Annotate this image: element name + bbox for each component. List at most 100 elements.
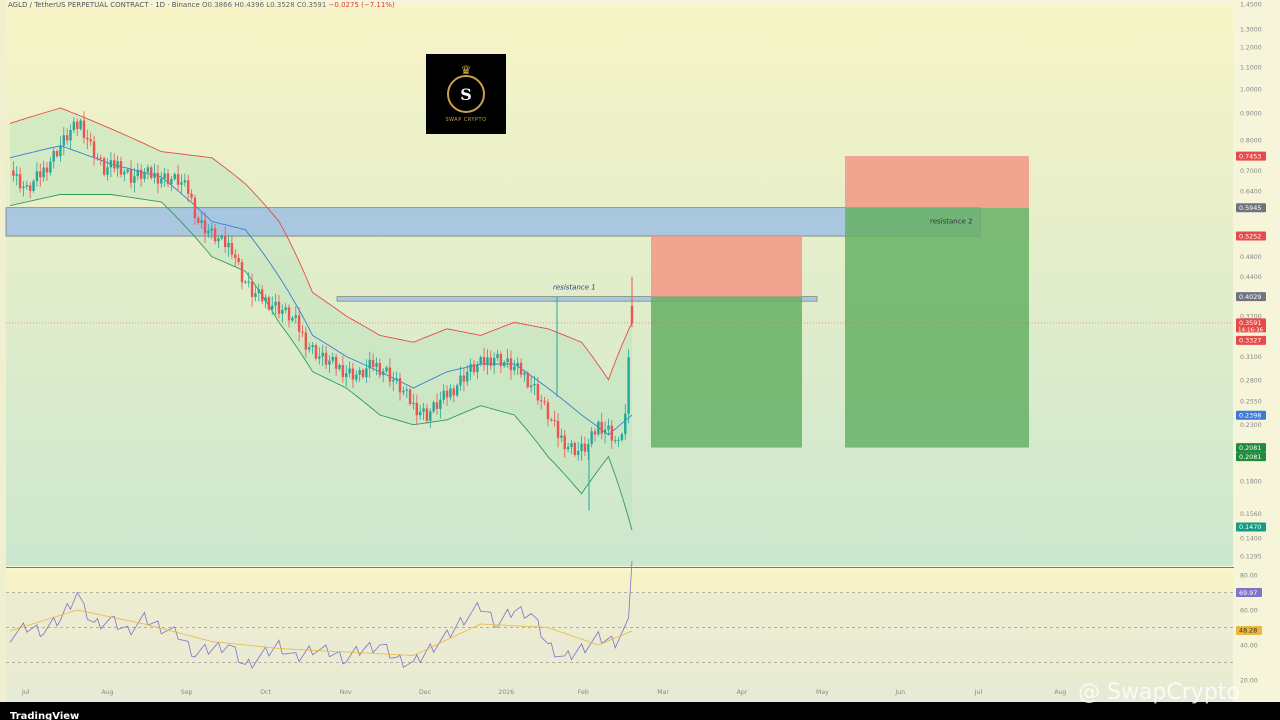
candle-body xyxy=(277,301,281,314)
price-tag-label: 0.1470 xyxy=(1239,523,1261,531)
candle-body xyxy=(257,289,260,294)
candle-body xyxy=(281,310,284,314)
candle-body xyxy=(223,235,227,248)
candle-body xyxy=(42,167,45,178)
candle-body xyxy=(503,362,506,367)
candle-body xyxy=(207,230,210,234)
candle-body xyxy=(123,171,126,175)
rsi-tag-box xyxy=(1236,626,1262,636)
candle-body xyxy=(254,293,257,297)
price-change: −0.0275 (−7.11%) xyxy=(328,1,395,9)
time-axis-label: Nov xyxy=(340,689,352,696)
candle-body xyxy=(86,137,89,140)
candle-body xyxy=(418,411,422,416)
candle-body xyxy=(334,356,338,369)
candle-body xyxy=(126,169,129,172)
candle-body xyxy=(550,419,553,421)
candle-body xyxy=(412,402,415,405)
price-tag: 0.2398 xyxy=(1236,410,1266,420)
candle-body xyxy=(371,359,375,367)
candle-body xyxy=(600,421,603,434)
candle-body xyxy=(395,378,398,380)
candle-body xyxy=(133,176,136,183)
candle-body xyxy=(348,368,351,374)
candle-body xyxy=(297,315,301,332)
candle-body xyxy=(536,383,540,401)
price-axis-background xyxy=(1234,0,1280,702)
rsi-axis-tick: 60.00 xyxy=(1240,608,1258,615)
candle-body xyxy=(150,167,153,178)
rsi-tag-box xyxy=(1236,588,1262,598)
candle-body xyxy=(382,371,385,376)
candle-body xyxy=(425,408,429,421)
candle-body xyxy=(234,254,237,259)
rsi-tag-label: 48.28 xyxy=(1239,627,1257,635)
rsi-tag-label: 69.97 xyxy=(1239,589,1257,597)
price-tag-label: 0.2081 xyxy=(1239,453,1261,461)
candle-body xyxy=(267,297,271,310)
short-position-2-stop xyxy=(845,156,1029,208)
candle-body xyxy=(543,401,546,403)
candle-body xyxy=(590,431,593,445)
time-axis-label: Mar xyxy=(657,689,669,696)
candle-body xyxy=(553,420,556,422)
candle-body xyxy=(311,345,314,348)
candle-body xyxy=(22,186,25,189)
price-tag: 0.5252 xyxy=(1236,231,1266,241)
price-tag-label: 0.5945 xyxy=(1239,204,1261,212)
price-tag-label: 0.4029 xyxy=(1239,293,1261,301)
candle-body xyxy=(499,354,503,367)
tradingview-brand[interactable]: TradingView xyxy=(10,711,80,720)
candle-body xyxy=(563,435,566,450)
candle-body xyxy=(186,180,190,194)
candle-body xyxy=(375,363,378,367)
footer-bar xyxy=(0,702,1280,720)
price-tag-label: 0.2081 xyxy=(1239,444,1261,452)
resistance-2-zone xyxy=(5,207,981,237)
candle-body xyxy=(318,356,321,359)
candle-body xyxy=(519,362,523,375)
price-tag-box xyxy=(1236,151,1266,161)
candle-body xyxy=(156,172,160,184)
price-axis-tick: 1.0000 xyxy=(1240,86,1262,93)
candle-body xyxy=(593,431,597,435)
candle-body xyxy=(99,157,102,159)
candle-body xyxy=(341,365,345,378)
resistance-1-label: resistance 1 xyxy=(553,284,596,292)
candle-body xyxy=(587,444,590,452)
candle-body xyxy=(250,281,254,297)
price-tag-timer: 14:16:36 xyxy=(1238,327,1264,333)
candle-body xyxy=(160,178,163,184)
candle-body xyxy=(540,400,543,402)
price-tag-box xyxy=(1236,410,1266,420)
candle-body xyxy=(173,174,176,180)
candle-body xyxy=(96,157,99,159)
ohlc-low: L0.3528 xyxy=(266,1,295,9)
candle-body xyxy=(139,169,143,179)
candle-body xyxy=(25,185,29,187)
candle-body xyxy=(72,121,76,131)
candle-body xyxy=(402,390,405,393)
rsi-ma-line xyxy=(9,609,633,656)
candle-body xyxy=(92,141,96,158)
candle-body xyxy=(472,364,476,373)
ohlc-open: O0.3866 xyxy=(202,1,233,9)
candle-body xyxy=(45,167,49,173)
price-tag: 0.7453 xyxy=(1236,151,1266,161)
candle-body xyxy=(482,356,486,366)
candle-body xyxy=(284,307,287,311)
candle-body xyxy=(328,360,331,365)
candles-group xyxy=(12,111,634,461)
short-position-2-target xyxy=(845,207,1029,448)
candle-body xyxy=(301,331,304,333)
time-axis-label: Jul xyxy=(21,689,30,696)
candle-body xyxy=(439,399,442,409)
candle-body xyxy=(308,347,311,350)
price-axis-tick: 0.1400 xyxy=(1240,536,1262,543)
time-axis-label: Apr xyxy=(737,689,748,696)
resistance-1-zone xyxy=(336,296,818,302)
left-border xyxy=(0,0,6,702)
